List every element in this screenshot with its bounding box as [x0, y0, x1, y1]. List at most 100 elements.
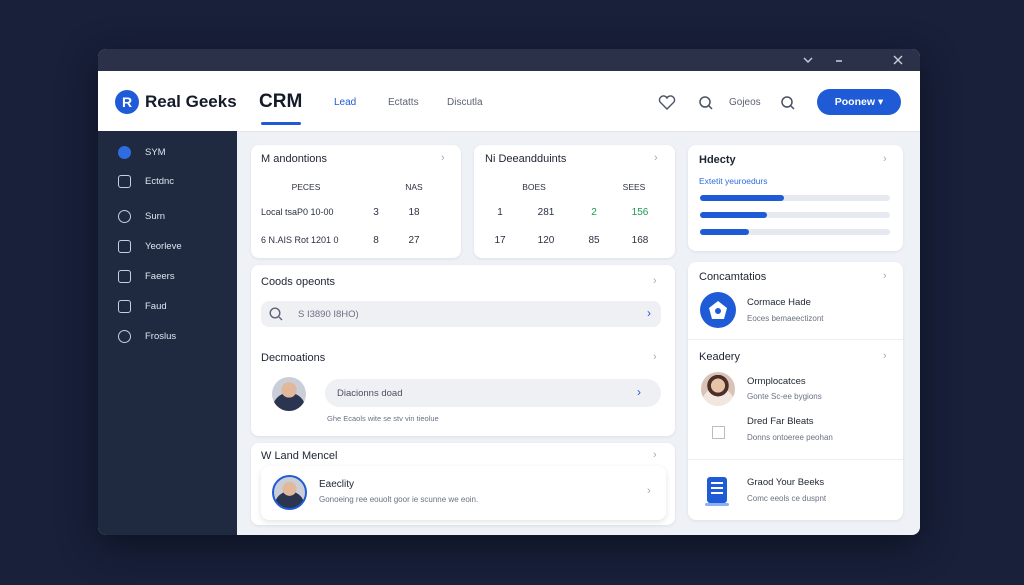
table-cell: 17 [494, 235, 506, 246]
item-icon [705, 477, 729, 506]
table-cell: 85 [588, 235, 600, 246]
sidebar: SYM Ectdnc Surn Yeorleve Faeers Faud Fro… [98, 131, 237, 535]
card-title: Hdecty [699, 154, 736, 166]
progress-bar [700, 229, 750, 235]
chevron[interactable]: › [653, 449, 657, 461]
table-cell: 6 N.AIS Rot 1201 0 [261, 235, 339, 245]
card-subtitle: Extetit yeuroedurs [699, 176, 768, 186]
table-cell: 8 [373, 235, 379, 246]
chevron[interactable]: › [441, 152, 445, 164]
progress-bar [700, 212, 767, 218]
card-title: Concamtatios [699, 271, 767, 283]
nav-link[interactable]: Ectatts [388, 97, 419, 108]
active-tab-indicator [261, 122, 301, 125]
title-bar [98, 49, 920, 71]
item-description: Eoces bemaeectizont [747, 314, 824, 323]
side-panel: Concamtatios › Cormace Hade Eoces bemaee… [688, 262, 903, 520]
column-header: SEES [622, 182, 646, 192]
table-cell: Local tsaP0 10-00 [261, 207, 334, 217]
table-cell: 168 [631, 235, 649, 246]
chevron[interactable]: › [653, 351, 657, 363]
header: R Real Geeks CRM Lead Ectatts Discutla G… [98, 71, 920, 132]
input-field[interactable]: Diacionns doad › [325, 379, 661, 407]
avatar [272, 377, 306, 411]
item-title: Ormplocatces [747, 376, 806, 387]
search-label[interactable]: Gojeos [729, 97, 761, 108]
table-card: Ni Deeandduints › BOES SEES 1 281 2 156 … [474, 145, 675, 258]
sidebar-item[interactable]: Ectdnc [145, 176, 175, 187]
column-header: NAS [405, 182, 423, 192]
chevron[interactable]: › [883, 270, 887, 282]
app-window: R Real Geeks CRM Lead Ectatts Discutla G… [98, 49, 920, 535]
divider [688, 339, 903, 340]
search-field[interactable]: S I3890 I8HO) › [261, 301, 661, 327]
nav-icon [118, 300, 131, 313]
nav-icon [118, 240, 131, 253]
chevron[interactable]: › [654, 152, 658, 164]
card-title: W Land Mencel [261, 450, 338, 462]
chevron: › [637, 385, 641, 399]
table-cell: 3 [373, 207, 379, 218]
sidebar-item[interactable]: Yeorleve [145, 241, 182, 252]
app-name: CRM [259, 91, 303, 112]
table-cell: 120 [537, 235, 555, 246]
brand: Real Geeks [145, 92, 237, 111]
chevron[interactable]: › [883, 350, 887, 362]
sidebar-item[interactable]: SYM [145, 147, 166, 158]
table-card: M andontions › PECES NAS Local tsaP0 10-… [251, 145, 461, 258]
chevron[interactable]: › [883, 153, 887, 165]
divider [688, 459, 903, 460]
input-text: Diacionns doad [337, 388, 403, 399]
nav-link[interactable]: Discutla [447, 97, 483, 108]
progress-track [700, 212, 890, 218]
logo: R [115, 90, 139, 114]
item-title: Graod Your Beeks [747, 477, 825, 488]
search-icon[interactable] [698, 95, 714, 111]
progress-track [700, 195, 890, 201]
item-title: Dred Far Bleats [747, 416, 814, 427]
nav-link[interactable]: Lead [334, 97, 357, 108]
card-title: Coods opeonts [261, 276, 335, 288]
progress-track [700, 229, 890, 235]
item-description: Gonoeing ree eouolt goor ie scunne we eo… [319, 495, 479, 504]
item-icon [700, 292, 736, 328]
nav-icon [118, 146, 131, 159]
column-header: PECES [291, 182, 321, 192]
table-cell: 27 [408, 235, 420, 246]
card-title: Keadery [699, 351, 740, 363]
favorite-icon[interactable] [658, 95, 676, 111]
window-controls[interactable] [798, 54, 908, 66]
sidebar-item[interactable]: Surn [145, 211, 166, 222]
item-description: Gonte Sc-ee bygions [747, 392, 822, 401]
column-header: BOES [522, 182, 546, 192]
nav-icon [118, 270, 131, 283]
card-title: M andontions [261, 153, 328, 165]
item-title: Eaeclity [319, 479, 355, 490]
note: Ghe Ecaols wite se stv vin tieolue [327, 414, 439, 423]
card-title: Ni Deeandduints [485, 153, 567, 165]
table-cell: 1 [497, 207, 503, 218]
item-description: Donns ontoeree peohan [747, 433, 833, 442]
sidebar-item[interactable]: Froslus [145, 331, 177, 342]
nav-icon [118, 330, 131, 343]
chevron: › [647, 485, 651, 497]
list-item[interactable]: Eaeclity Gonoeing ree eouolt goor ie scu… [261, 466, 666, 520]
item-title: Cormace Hade [747, 297, 811, 308]
search-text: S I3890 I8HO) [298, 309, 359, 320]
item-description: Comc eeols ce duspnt [747, 494, 827, 503]
list-card: W Land Mencel › Eaeclity Gonoeing ree eo… [251, 443, 675, 525]
primary-button[interactable]: Poonew ▾ [817, 89, 901, 115]
sidebar-item[interactable]: Faeers [145, 271, 175, 282]
chevron: › [647, 306, 651, 320]
search-card: Coods opeonts › S I3890 I8HO) › Decmoati… [251, 265, 675, 436]
avatar [272, 475, 307, 510]
search-icon[interactable] [780, 95, 796, 111]
sidebar-item[interactable]: Faud [145, 301, 167, 312]
table-cell: 2 [591, 207, 597, 218]
checkbox[interactable] [712, 426, 725, 439]
progress-bar [700, 195, 784, 201]
nav-icon [118, 210, 131, 223]
table-cell: 156 [631, 207, 649, 218]
chevron[interactable]: › [653, 275, 657, 287]
